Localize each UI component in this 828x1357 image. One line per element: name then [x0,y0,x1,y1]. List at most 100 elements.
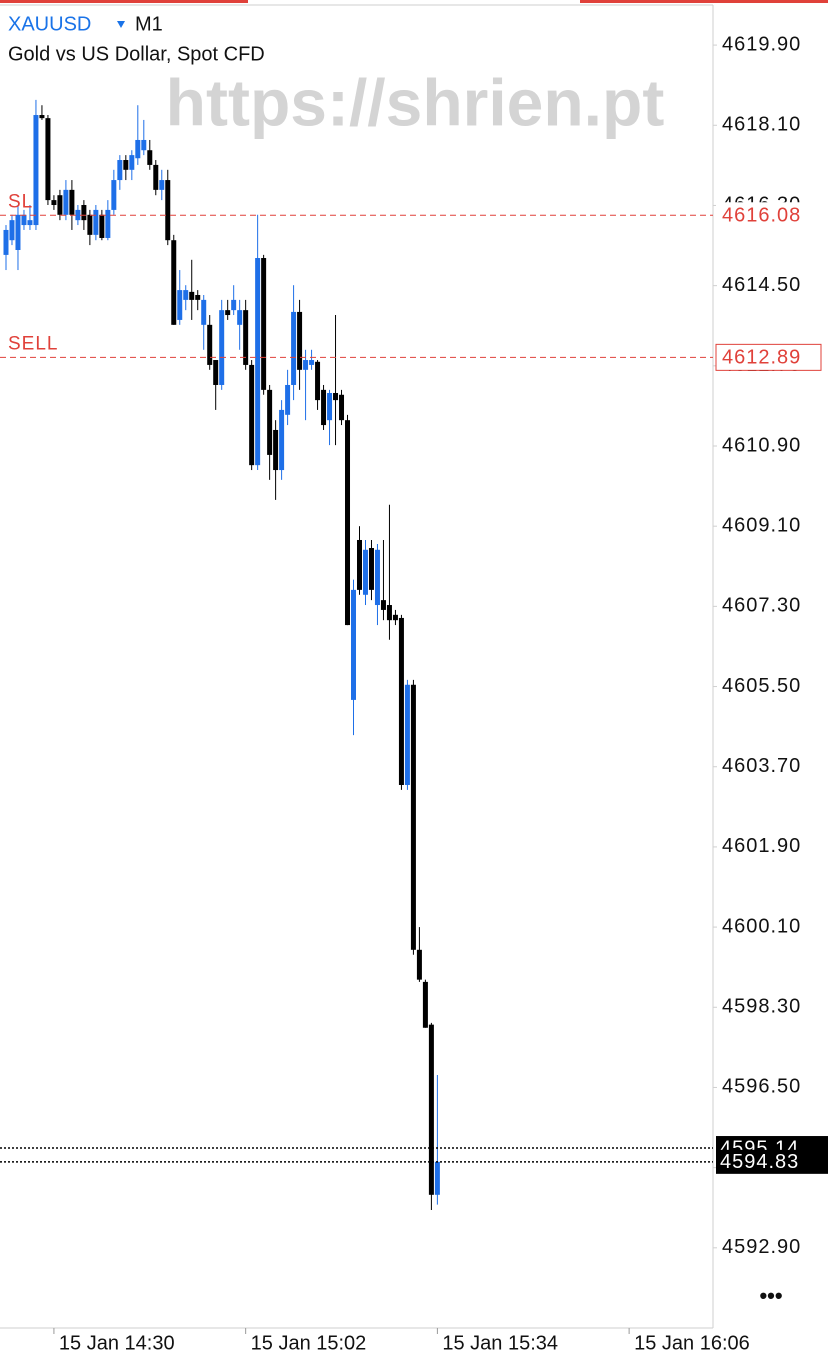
y-tick-label: 4600.10 [722,915,801,937]
level-label: SELL [8,333,58,354]
x-tick-label: 15 Jan 15:02 [251,1332,367,1354]
candle-body [422,981,428,1028]
candle-body [261,258,267,390]
y-tick-label: 4596.50 [722,1076,801,1098]
candle-body [231,299,237,311]
candle-body [297,311,303,370]
candle-body [428,1024,434,1195]
candle-body [3,229,9,255]
candle-body [237,310,243,325]
symbol-dropdown-icon[interactable] [117,21,125,28]
candle-body [69,189,75,215]
candle-body [345,420,351,626]
candle-body [434,1161,440,1195]
candle-body [398,617,404,785]
level-label: SL [8,191,33,212]
candle-body [75,209,81,221]
candle-body [386,605,392,621]
subtitle: Gold vs US Dollar, Spot CFD [8,43,265,65]
candle-body [171,240,177,325]
candle-body [327,392,333,421]
candle-body [368,548,374,590]
candle-body [45,118,51,201]
y-tick-label: 4609.10 [722,514,801,536]
candle-body [267,389,273,455]
candle-body [63,189,69,215]
candle-body [111,180,117,210]
candle-body [129,155,135,170]
candle-body [351,589,357,700]
candle-body [183,290,189,300]
candle-body [51,200,57,206]
candle-body [225,310,231,316]
y-tick-label: 4614.50 [722,274,801,296]
x-tick-label: 15 Jan 16:06 [634,1332,750,1354]
y-tick-label: 4610.90 [722,434,801,456]
candle-body [105,209,111,238]
candle-body [165,180,171,241]
candle-body [380,600,386,610]
y-tick-label: 4619.90 [722,33,801,55]
candle-body [159,180,165,190]
candle-body [207,324,213,365]
candle-body [291,311,297,385]
y-tick-label: 4603.70 [722,755,801,777]
candle-body [374,549,380,606]
level-price-label: 4612.89 [722,347,801,369]
candle-body [39,115,45,119]
candle-body [219,310,225,385]
candle-body [321,389,327,426]
candle-body [285,384,291,415]
candle-body [153,164,159,190]
level-price-label: 4616.08 [722,205,801,227]
candle-body [404,684,410,785]
candle-body [273,429,279,471]
x-tick-label: 15 Jan 15:34 [442,1332,558,1354]
candle-body [135,139,141,159]
candle-body [249,364,255,466]
candle-body [339,394,345,421]
y-tick-label: 4601.90 [722,835,801,857]
candle-body [15,214,21,250]
candle-body [416,949,422,980]
candle-body [392,614,398,621]
symbol[interactable]: XAUUSD [8,13,91,35]
candle-body [117,160,123,181]
candle-body [57,195,63,215]
candle-body [141,139,147,151]
candle-body [303,360,309,370]
candle-body [33,115,39,226]
candle-body [81,205,87,221]
candle-body [315,361,321,401]
candle-body [309,360,315,365]
candle-body [99,214,105,238]
candle-body [123,160,129,170]
price-box-label: 4594.83 [720,1151,799,1173]
candle-body [243,310,249,365]
tab-indicator [0,0,248,3]
candle-body [255,258,261,466]
candle-body [333,392,339,401]
menu-button[interactable]: ••• [759,1283,782,1308]
y-tick-label: 4605.50 [722,675,801,697]
candle-body [177,290,183,320]
level-price-box [715,343,822,371]
candle-body [410,684,416,950]
plot-area: SL SELL [0,99,713,1210]
candle-body [362,549,368,595]
candle-body [213,360,219,385]
price-box [716,1149,828,1174]
candle-body [195,294,201,300]
overlay: XAUUSD M1 Gold vs US Dollar, Spot CFD [8,13,265,65]
candle-body [21,214,27,226]
candle-body [9,220,15,241]
candle-body [87,214,93,235]
x-tick-label: 15 Jan 14:30 [59,1332,175,1354]
y-tick-label: 4592.90 [722,1236,801,1258]
candle-body [201,299,207,325]
timeframe[interactable]: M1 [135,13,163,35]
tab-indicator [580,0,828,3]
candle-body [279,409,285,471]
